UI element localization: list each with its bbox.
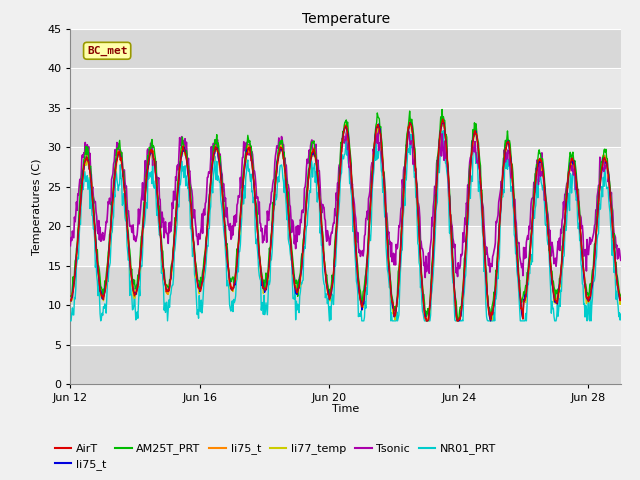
X-axis label: Time: Time bbox=[332, 405, 359, 414]
Bar bbox=[70, 187, 621, 226]
Bar bbox=[70, 147, 621, 187]
Bar bbox=[70, 108, 621, 147]
Bar bbox=[70, 226, 621, 265]
Bar bbox=[70, 29, 621, 68]
Bar bbox=[70, 265, 621, 305]
Title: Temperature: Temperature bbox=[301, 12, 390, 26]
Bar bbox=[70, 345, 621, 384]
Bar bbox=[70, 68, 621, 108]
Legend: AirT, li75_t, AM25T_PRT, li75_t, li77_temp, Tsonic, NR01_PRT: AirT, li75_t, AM25T_PRT, li75_t, li77_te… bbox=[51, 439, 500, 474]
Text: BC_met: BC_met bbox=[87, 46, 127, 56]
Bar bbox=[70, 305, 621, 345]
Y-axis label: Temperatures (C): Temperatures (C) bbox=[32, 158, 42, 255]
